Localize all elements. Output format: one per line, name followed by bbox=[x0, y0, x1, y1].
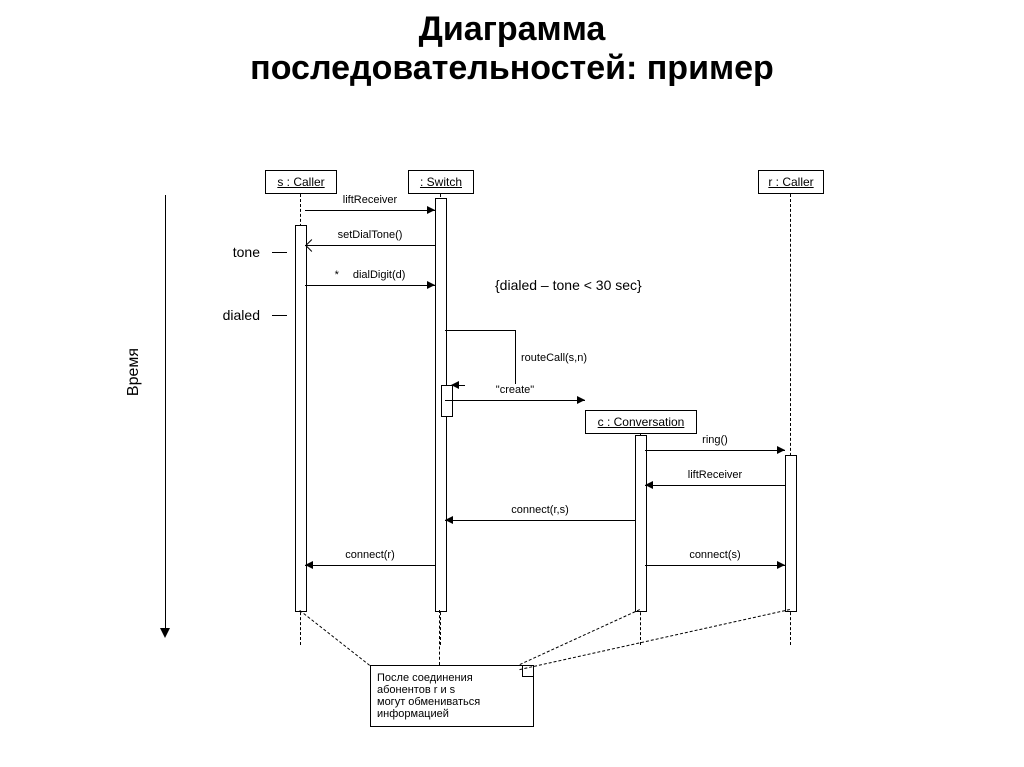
activation-r bbox=[785, 455, 797, 612]
note-anchor bbox=[439, 610, 440, 665]
activation-s bbox=[295, 225, 307, 612]
message-label: connect(s) bbox=[665, 549, 765, 561]
message-label: connect(r) bbox=[320, 549, 420, 561]
lifeline-box-r: r : Caller bbox=[758, 170, 824, 194]
title-line1: Диаграмма bbox=[419, 10, 606, 48]
message-arrow bbox=[305, 210, 435, 211]
side-label: tone bbox=[210, 244, 260, 260]
timing-constraint: {dialed – tone < 30 sec} bbox=[495, 277, 642, 293]
lifeline-box-switch: : Switch bbox=[408, 170, 474, 194]
message-label: routeCall(s,n) bbox=[521, 352, 587, 364]
note: После соединенияабонентов r и sмогут обм… bbox=[370, 665, 534, 727]
message-label: liftReceiver bbox=[665, 469, 765, 481]
activation-switch bbox=[441, 385, 453, 417]
lifeline-box-c: c : Conversation bbox=[585, 410, 697, 434]
message-label: liftReceiver bbox=[320, 194, 420, 206]
message-label: *dialDigit(d) bbox=[320, 269, 420, 281]
time-axis-label: Время bbox=[125, 347, 143, 395]
message-arrow bbox=[645, 450, 785, 451]
diagram-title: Диаграмма последовательностей: пример bbox=[0, 10, 1024, 88]
lifeline-box-s: s : Caller bbox=[265, 170, 337, 194]
sequence-diagram: Времяs : Caller: Switchc : Conversationr… bbox=[0, 150, 1024, 750]
message-label: setDialTone() bbox=[320, 229, 420, 241]
activation-c bbox=[635, 435, 647, 612]
message-arrow bbox=[445, 400, 585, 401]
message-arrow bbox=[645, 485, 785, 486]
message-arrow bbox=[305, 565, 435, 566]
message-arrow bbox=[305, 245, 435, 246]
message-arrow bbox=[645, 565, 785, 566]
title-line2: последовательностей: пример bbox=[250, 49, 774, 87]
message-arrow bbox=[305, 285, 435, 286]
side-label: dialed bbox=[210, 307, 260, 323]
message-label: "create" bbox=[465, 384, 565, 396]
note-anchor bbox=[299, 610, 370, 666]
message-label: connect(r,s) bbox=[490, 504, 590, 516]
message-label: ring() bbox=[665, 434, 765, 446]
note-anchor bbox=[520, 609, 790, 670]
message-arrow bbox=[445, 520, 635, 521]
